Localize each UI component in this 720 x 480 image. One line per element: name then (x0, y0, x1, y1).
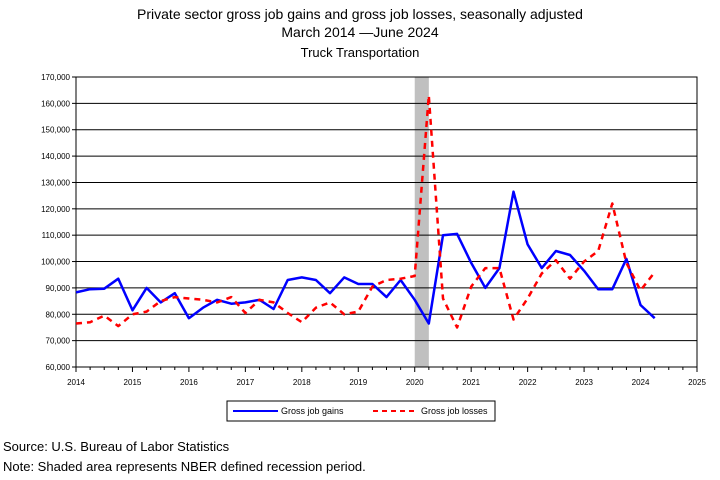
y-tick-label: 150,000 (41, 126, 70, 135)
y-tick-label: 130,000 (41, 178, 70, 187)
legend: Gross job gains Gross job losses (226, 400, 496, 422)
x-tick-label: 2019 (349, 378, 367, 387)
y-tick-label: 80,000 (46, 310, 71, 319)
legend-label-gains: Gross job gains (281, 406, 344, 416)
chart-series-title: Truck Transportation (301, 45, 420, 60)
y-tick-label: 170,000 (41, 73, 70, 82)
legend-box (226, 400, 496, 422)
chart-subtitle: March 2014 —June 2024 (281, 24, 438, 40)
y-tick-label: 60,000 (46, 363, 71, 372)
x-tick-label: 2017 (236, 378, 254, 387)
x-tick-label: 2024 (632, 378, 650, 387)
plot-frame (75, 76, 698, 368)
y-tick-label: 140,000 (41, 152, 70, 161)
x-tick-label: 2016 (180, 378, 198, 387)
x-tick-label: 2018 (293, 378, 311, 387)
y-tick-label: 100,000 (41, 258, 70, 267)
y-tick-label: 70,000 (46, 337, 71, 346)
x-tick-label: 2023 (575, 378, 593, 387)
y-tick-label: 120,000 (41, 205, 70, 214)
recession-shading (414, 77, 429, 367)
y-tick-label: 90,000 (46, 284, 71, 293)
x-tick-label: 2014 (67, 378, 85, 387)
series-line-gross-job-losses (75, 94, 656, 329)
series-line-gross-job-gains (75, 190, 656, 325)
chart-title: Private sector gross job gains and gross… (137, 6, 583, 22)
source-note: Source: U.S. Bureau of Labor Statistics (3, 439, 230, 454)
x-tick-label: 2025 (688, 378, 706, 387)
x-tick-label: 2015 (124, 378, 142, 387)
x-tick-label: 2020 (406, 378, 424, 387)
y-tick-label: 160,000 (41, 99, 70, 108)
x-tick-label: 2022 (519, 378, 537, 387)
recession-note: Note: Shaded area represents NBER define… (3, 459, 366, 474)
legend-label-losses: Gross job losses (421, 406, 488, 416)
y-tick-label: 110,000 (42, 231, 71, 240)
plot-area: 60,000 70,000 80,000 90,000 100,000 110,000 12… (41, 73, 706, 387)
x-tick-label: 2021 (462, 378, 480, 387)
